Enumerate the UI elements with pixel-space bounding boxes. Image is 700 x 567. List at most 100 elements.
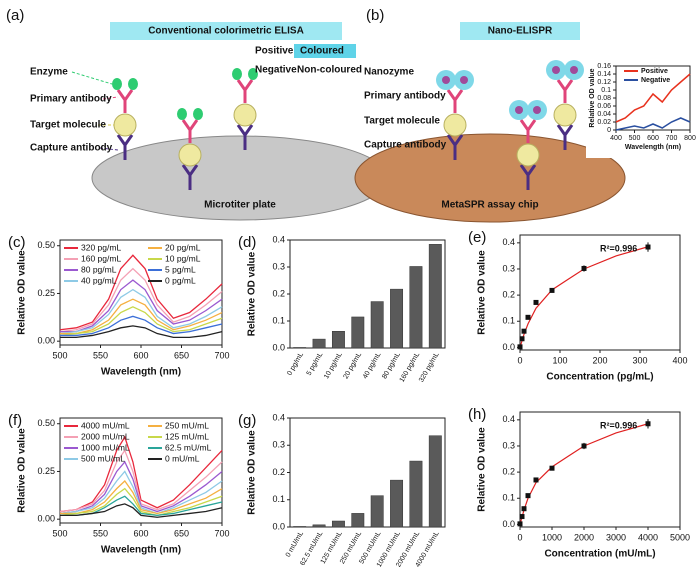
diagram-title: Conventional colorimetric ELISA [148,26,304,37]
y-tick-label: 0.3 [272,440,285,450]
panel-label: (c) [8,234,26,251]
x-axis-title: Wavelength (nm) [101,545,181,556]
legend-label: 10 pg/mL [165,253,201,263]
x-tick-label: 0 pg/mL [286,351,305,376]
x-tick-label: 2000 [574,532,594,542]
y-tick-label: 0.16 [597,63,611,70]
legend-label: 40 pg/mL [81,275,117,285]
legend-label: 250 mU/mL [165,420,209,430]
bar [331,331,345,349]
panel-label: (d) [238,234,256,251]
bar [293,347,307,349]
y-tick-label: 0.1 [502,493,515,503]
y-tick-label: 0.1 [502,316,515,326]
nanozyme [436,70,474,90]
x-tick-label: 320 pg/mL [418,351,441,383]
legend-label: 160 pg/mL [81,253,121,263]
x-tick-label: 3000 [606,532,626,542]
y-axis-title: Relative OD value [477,427,488,512]
y-tick-label: 0.08 [597,95,611,102]
bar [428,435,442,528]
fit-curve [519,246,649,348]
y-tick-label: 0.1 [272,315,285,325]
legend-label: 0 mU/mL [165,453,200,463]
label: Positive [255,46,294,57]
x-tick-label: 600 [647,135,659,142]
legend-label: 62.5 mU/mL [165,442,212,452]
bar [312,338,326,349]
y-axis-title: Relative OD value [247,430,258,515]
y-tick-label: 0.50 [37,418,55,428]
y-tick-label: 0.02 [597,119,611,126]
point [521,328,527,334]
series-line [60,480,223,515]
series-line [60,315,223,337]
x-tick-label: 400 [610,135,622,142]
series-line [59,449,223,513]
bar [370,301,384,349]
label: Capture antibody [30,143,113,154]
x-tick-label: 800 [684,135,696,142]
plot-frame [519,411,681,528]
y-tick-label: 0.4 [272,234,285,244]
enzyme [112,78,138,90]
fit-curve [519,423,649,525]
y-tick-label: 0.1 [601,87,611,94]
bar [351,513,365,528]
label: Enzyme [30,67,68,78]
y-tick-label: 0.00 [37,336,55,346]
series-line [615,73,691,123]
series-line [59,267,223,333]
annotation: R²=0.996 [600,243,637,253]
series-line [59,288,223,335]
panel-label: (b) [366,7,384,24]
y-tick-label: 0.12 [597,79,611,86]
y-axis-title: Relative OD value [477,250,488,335]
series-line [59,470,223,515]
point [533,299,539,305]
point [549,465,555,471]
annotation: R²=0.996 [600,420,637,430]
series-line [60,279,223,333]
y-axis-title: Relative OD value [589,68,596,127]
y-tick-label: 0.0 [272,521,285,531]
x-tick-label: 400 [672,355,687,365]
y-tick-label: 0.1 [272,494,285,504]
series-line [59,306,223,337]
x-tick-label: 100 [552,355,567,365]
x-tick-label: 40 pg/mL [362,351,383,380]
y-tick-label: 0.4 [502,414,515,424]
x-tick-label: 550 [93,528,108,538]
legend-label: 5 pg/mL [165,264,196,274]
series-line [60,298,223,335]
point [549,287,555,293]
y-axis-title: Relative OD value [247,251,258,336]
series-line [615,117,691,131]
y-tick-label: 0.06 [597,103,611,110]
x-tick-label: 700 [666,135,678,142]
inset-background [586,58,698,158]
pointer [99,147,119,151]
nanozyme [546,60,584,80]
x-tick-label: 700 [214,528,229,538]
y-tick-label: 0.25 [37,288,55,298]
x-tick-label: 500 [629,135,641,142]
y-tick-label: 0.0 [502,342,515,352]
pointer [102,96,119,100]
bar [370,495,384,528]
y-tick-label: 0.4 [272,412,285,422]
label: Coloured [300,46,344,57]
legend-label: 125 mU/mL [165,431,209,441]
nanozyme [509,100,547,120]
label: Capture antibody [364,140,447,151]
panel-label: (f) [8,412,22,429]
x-tick-label: 550 [93,350,108,360]
series-line [59,487,223,517]
point [645,244,651,250]
x-tick-label: 700 [214,350,229,360]
point [645,421,651,427]
series-line [59,435,223,513]
y-tick-label: 0.50 [37,240,55,250]
x-tick-label: 5000 [670,532,690,542]
